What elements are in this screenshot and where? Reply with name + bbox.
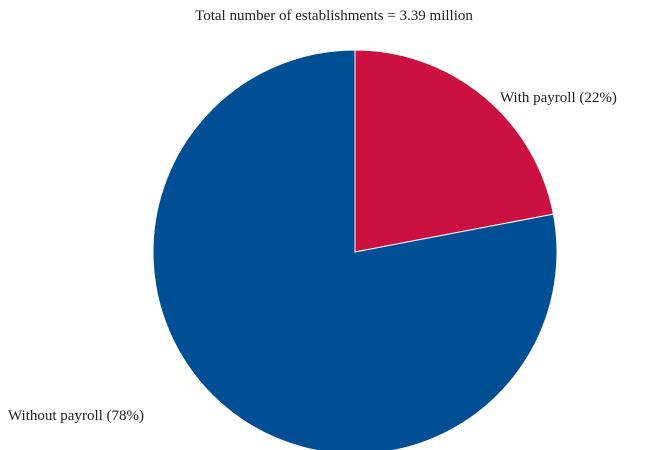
- slice-label-with-payroll: With payroll (22%): [500, 90, 617, 106]
- chart-title: Total number of establishments = 3.39 mi…: [195, 8, 473, 24]
- pie-slice-with-payroll: [354, 49, 555, 253]
- pie-slice-without-payroll: [152, 49, 558, 450]
- slice-label-without-payroll: Without payroll (78%): [8, 408, 144, 424]
